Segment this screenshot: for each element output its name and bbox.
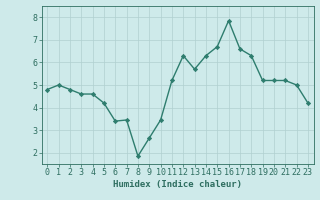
X-axis label: Humidex (Indice chaleur): Humidex (Indice chaleur) — [113, 180, 242, 189]
